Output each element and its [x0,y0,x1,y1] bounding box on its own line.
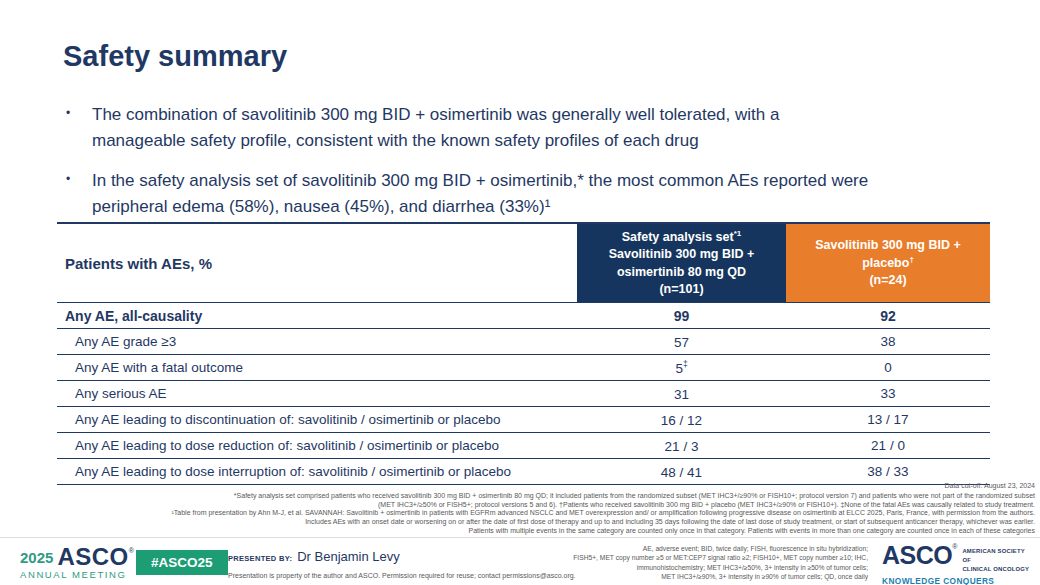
hashtag-badge: #ASCO25 [136,550,228,575]
slide: Safety summary • The combination of savo… [0,0,1040,585]
bullet-item: • The combination of savolitinib 300 mg … [66,102,996,153]
cell-value: 21 / 3 [577,437,786,454]
cell-value: 16 / 12 [577,411,786,428]
cell-value: 48 / 41 [577,463,786,480]
bullet-text-line: peripheral edema (58%), nausea (45%), an… [92,194,868,220]
bullet-marker: • [66,168,92,219]
meeting-subtitle: ANNUAL MEETING [20,570,134,580]
ae-table: Patients with AEs, % Safety analysis set… [57,222,990,485]
row-label: Any AE grade ≥3 [57,334,577,349]
presenter-name: Dr Benjamin Levy [297,549,400,564]
presented-by-line: PRESENTED BY: Dr Benjamin Levy [228,547,576,565]
abbreviation-line: immunohistochemistry; MET IHC3+/≥50%, 3+… [573,563,868,572]
asco-tagline: KNOWLEDGE CONQUERS CANCER [882,576,1034,585]
footnote-line: ¹Table from presentation by Ahn M-J, et … [50,509,1035,518]
col-header-line: (n=24) [786,272,990,289]
table-col-header-savolitinib-osimertinib: Safety analysis set*1 Savolitinib 300 mg… [577,224,786,302]
bullet-item: • In the safety analysis set of savoliti… [66,168,996,219]
asco-annual-meeting-logo: 2025ASCO® ANNUAL MEETING [20,545,134,580]
cell-value: 31 [577,385,786,402]
superscript: † [909,255,913,264]
row-label: Any AE leading to dose reduction of: sav… [57,438,577,453]
asco-society-logo: ASCO® AMERICAN SOCIETY OF CLINICAL ONCOL… [882,543,1034,585]
superscript: *1 [734,229,742,238]
bullet-marker: • [66,102,92,153]
col-header-line: osimertinib 80 mg QD [577,264,786,281]
col-header-line: Savolitinib 300 mg BID + [577,246,786,263]
society-line: AMERICAN SOCIETY OF [962,547,1034,565]
bullet-text: In the safety analysis set of savolitini… [92,168,868,219]
society-line: CLINICAL ONCOLOGY [962,565,1034,574]
row-label: Any AE leading to discontinuation of: sa… [57,412,577,427]
row-label: Any AE, all-causality [57,308,577,324]
bullet-text-line: manageable safety profile, consistent wi… [92,128,779,154]
table-row: Any AE with a fatal outcome 5‡ 0 [57,354,990,380]
footnote-line: (MET IHC3+/≥50% or FISH5+; protocol vers… [50,501,1035,510]
table-col-header-savolitinib-placebo: Savolitinib 300 mg BID + placebo† (n=24) [786,224,990,302]
col-header-line: Savolitinib 300 mg BID + [786,237,990,254]
table-row: Any AE, all-causality 99 92 [57,302,990,328]
footnotes: Data cut-off: August 23, 2024 *Safety an… [50,482,1035,536]
superscript: ‡ [683,359,688,369]
abbreviations-block: AE, adverse event; BID, twice daily; FIS… [573,544,868,582]
asco-logo-name: ASCO [882,543,952,574]
cell-value: 38 [786,334,990,349]
bullet-list: • The combination of savolitinib 300 mg … [66,102,996,234]
abbreviation-line: AE, adverse event; BID, twice daily; FIS… [573,544,868,553]
col-header-line: Safety analysis set*1 [577,228,786,246]
footnote-line: Patients with multiple events in the sam… [50,527,1035,536]
table-row: Any AE leading to dose interruption of: … [57,458,990,484]
table-row: Any AE leading to discontinuation of: sa… [57,406,990,432]
bullet-text-line: In the safety analysis set of savolitini… [92,168,868,194]
footer: 2025ASCO® ANNUAL MEETING #ASCO25 PRESENT… [0,537,1040,585]
cell-value: 21 / 0 [786,438,990,453]
registered-mark: ® [952,543,957,574]
row-label: Any AE leading to dose interruption of: … [57,464,577,479]
table-row: Any AE grade ≥3 57 38 [57,328,990,354]
abbreviation-line: MET IHC3+/≥90%, 3+ intensity in ≥90% of … [573,572,868,581]
footnote-line: *Safety analysis set comprised patients … [50,492,1035,501]
cell-value: 0 [786,360,990,375]
cell-value: 38 / 33 [786,464,990,479]
cell-value: 92 [786,308,990,324]
meeting-name: ASCO [57,543,128,570]
table-row: Any AE leading to dose reduction of: sav… [57,432,990,458]
cell-value: 99 [577,307,786,324]
asco-logo-top: ASCO® AMERICAN SOCIETY OF CLINICAL ONCOL… [882,543,1034,574]
data-cutoff: Data cut-off: August 23, 2024 [50,482,1035,491]
permission-note: Presentation is property of the author a… [228,572,576,579]
meeting-logo-top: 2025ASCO® [20,545,134,569]
presented-by-label: PRESENTED BY: [228,554,292,563]
row-label: Any serious AE [57,386,577,401]
meeting-year: 2025 [20,549,53,566]
col-header-line: placebo† [786,254,990,272]
col-header-line: (n=101) [577,281,786,298]
cell-value: 57 [577,333,786,350]
cell-value: 33 [786,386,990,401]
table-corner-header: Patients with AEs, % [57,224,577,302]
asco-society-text: AMERICAN SOCIETY OF CLINICAL ONCOLOGY [962,543,1034,574]
registered-mark: ® [129,547,134,554]
page-title: Safety summary [63,40,287,73]
table-row: Any serious AE 31 33 [57,380,990,406]
footnote-line: Includes AEs with an onset date or worse… [50,518,1035,527]
bullet-text: The combination of savolitinib 300 mg BI… [92,102,779,153]
row-label: Any AE with a fatal outcome [57,360,577,375]
table-header-row: Patients with AEs, % Safety analysis set… [57,224,990,302]
cell-value: 5‡ [577,359,786,376]
bullet-text-line: The combination of savolitinib 300 mg BI… [92,102,779,128]
cell-value: 13 / 17 [786,412,990,427]
abbreviation-line: FISH5+, MET copy number ≥5 or MET:CEP7 s… [573,553,868,562]
presented-by-block: PRESENTED BY: Dr Benjamin Levy Presentati… [228,547,576,579]
